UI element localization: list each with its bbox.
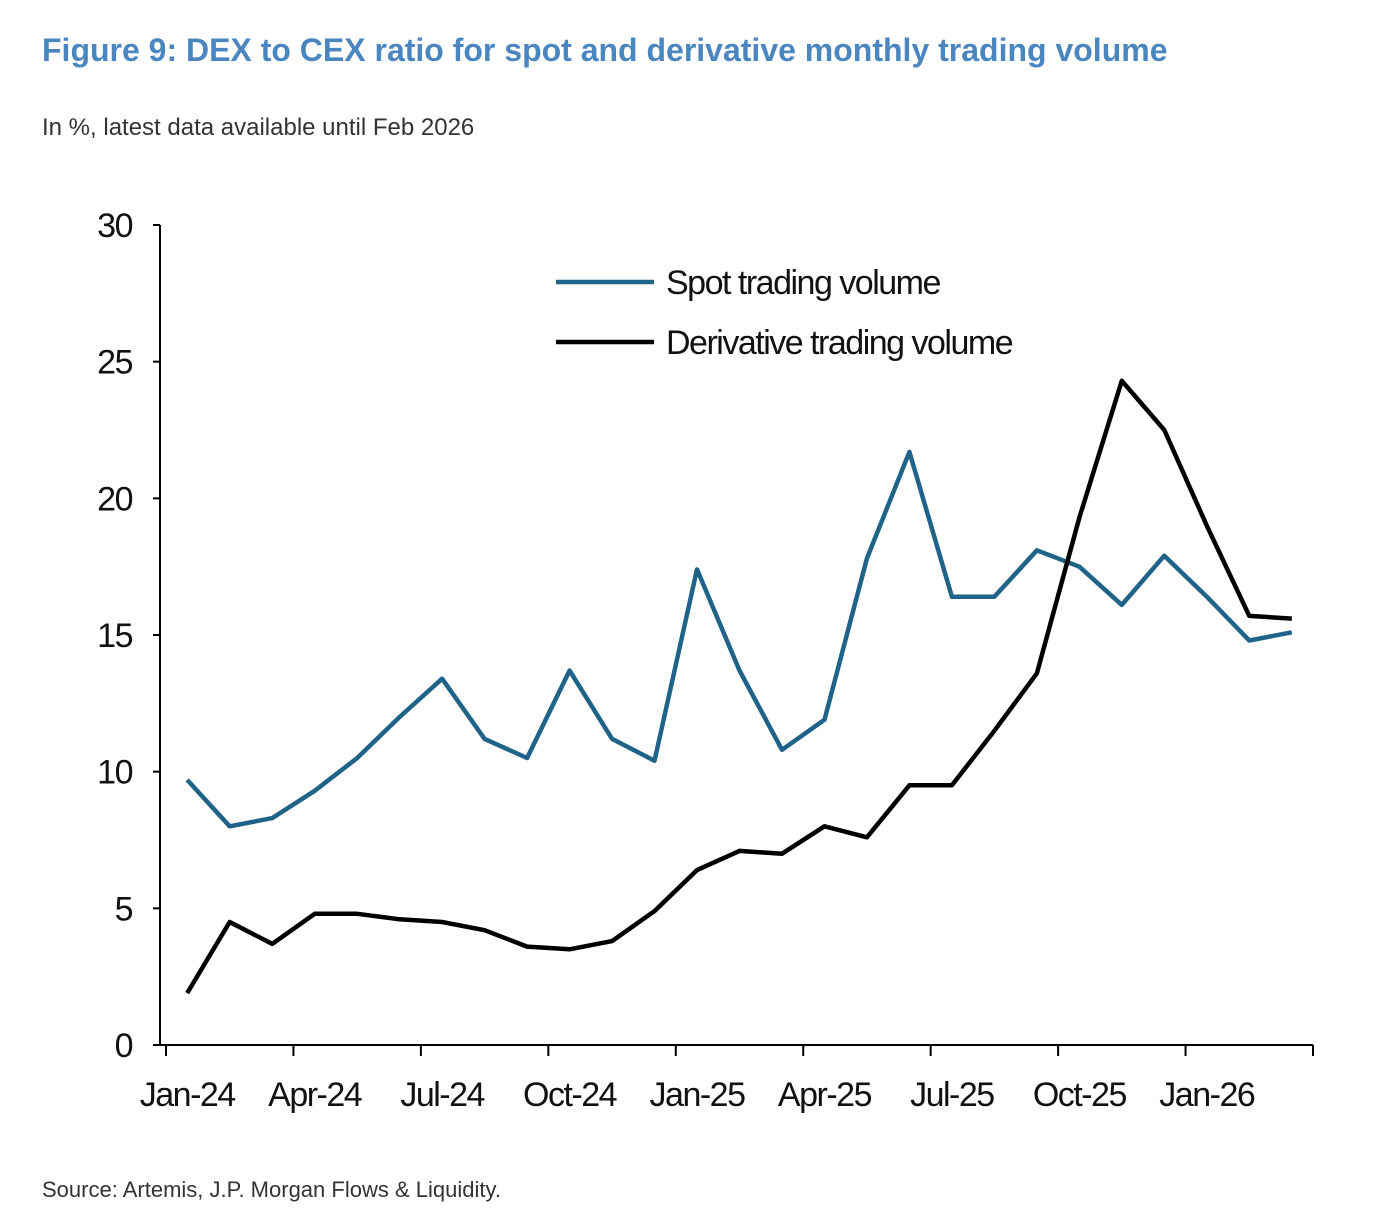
y-tick-label: 10: [97, 754, 132, 792]
x-tick-label: Apr-25: [778, 1076, 872, 1114]
x-tick-label: Oct-25: [1033, 1076, 1127, 1114]
x-tick-label: Jul-25: [910, 1076, 994, 1114]
chart-title: Figure 9: DEX to CEX ratio for spot and …: [42, 32, 1167, 68]
x-tick-label: Jul-24: [400, 1076, 484, 1114]
y-tick-label: 25: [97, 344, 132, 382]
y-tick-label: 15: [97, 617, 132, 655]
x-tick-label: Jan-26: [1159, 1076, 1255, 1114]
y-tick-label: 5: [115, 890, 133, 928]
legend-label: Derivative trading volume: [666, 324, 1013, 362]
x-tick-label: Jan-25: [650, 1076, 746, 1114]
source: Source: Artemis, J.P. Morgan Flows & Liq…: [42, 1177, 501, 1202]
x-tick-label: Oct-24: [523, 1076, 617, 1114]
series-line: [185, 449, 1293, 829]
legend-label: Spot trading volume: [666, 264, 940, 302]
subtitle: In %, latest data available until Feb 20…: [42, 114, 474, 141]
y-tick-label: 20: [97, 480, 132, 518]
x-tick-label: Jan-24: [140, 1076, 236, 1114]
series-line: [185, 378, 1292, 995]
y-tick-label: 0: [115, 1027, 133, 1065]
x-tick-label: Apr-24: [268, 1076, 362, 1114]
y-tick-label: 30: [97, 207, 132, 245]
